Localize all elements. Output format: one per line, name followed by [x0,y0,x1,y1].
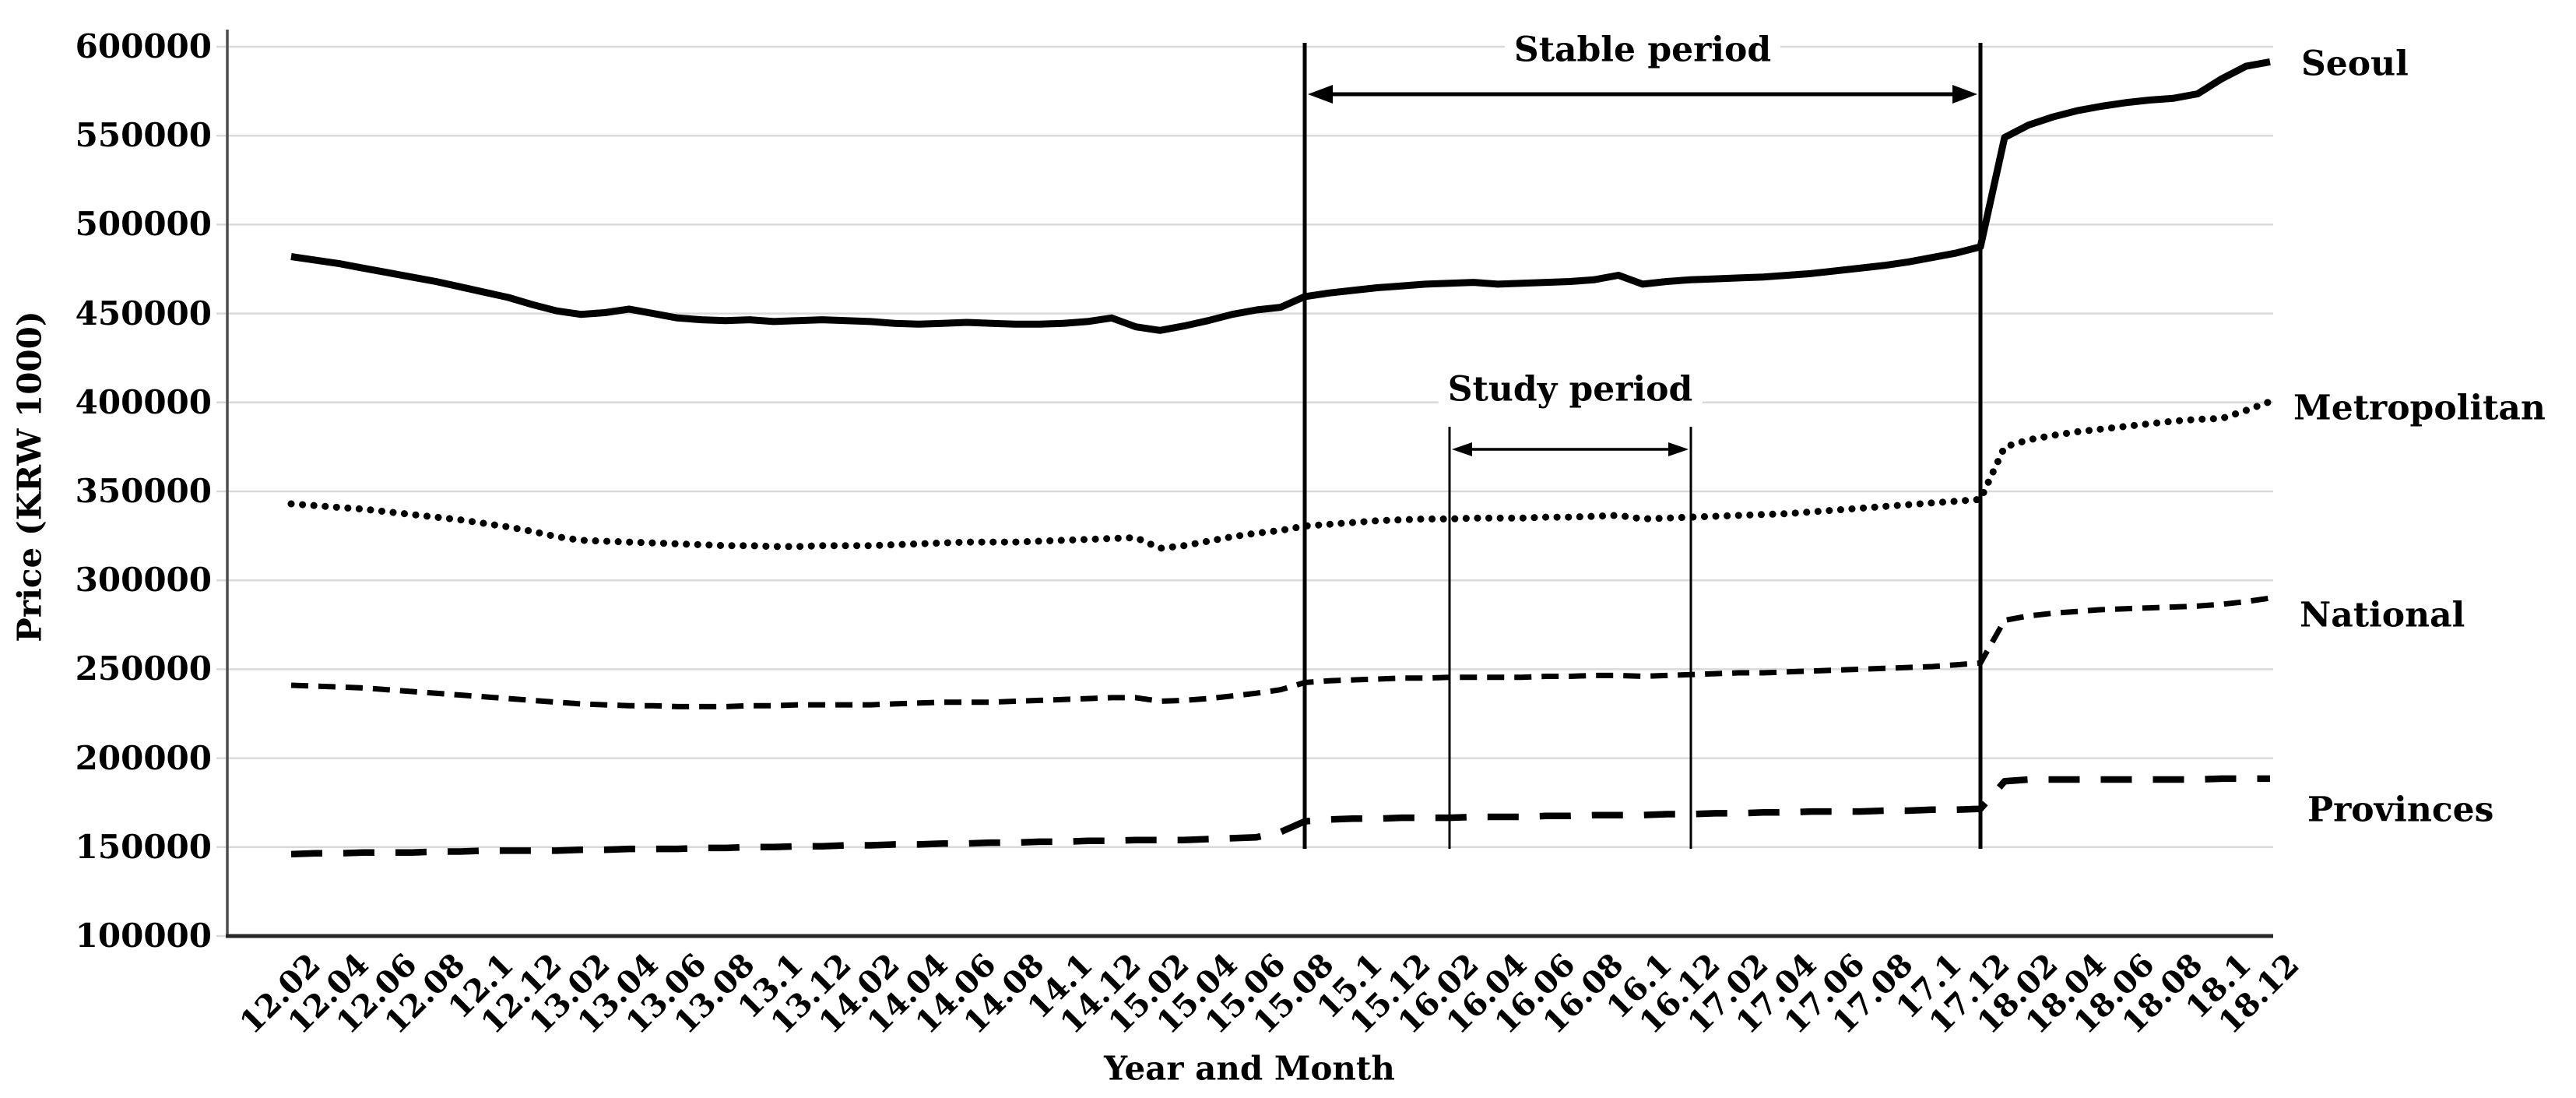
y-tick-label: 100000 [75,917,212,955]
x-axis-title: Year and Month [1104,1049,1395,1088]
y-tick-label: 350000 [75,472,212,510]
y-tick-label: 400000 [75,382,212,421]
series-line-national [290,595,2271,709]
stable-period-label: Stable period [1504,30,1781,70]
y-tick-label: 550000 [75,116,212,155]
y-tick-label: 200000 [75,738,212,777]
y-tick-label: 150000 [75,827,212,866]
study-period-arrow-left-arrowhead-icon [1452,442,1472,456]
study-period-label: Study period [1438,369,1703,410]
stable-period-arrow-left-arrowhead-icon [1308,85,1333,104]
y-tick-label: 450000 [75,294,212,333]
series-label-national: National [2300,595,2465,635]
study-period-arrow-right-arrowhead-icon [1668,442,1689,456]
series-label-seoul: Seoul [2301,44,2409,84]
series-label-metropolitan: Metropolitan [2293,388,2546,428]
series-line-seoul [290,58,2271,334]
stable-period-arrow-right-arrowhead-icon [1952,85,1977,104]
y-tick-label: 600000 [75,27,212,65]
y-axis-title: Price (KRW 1000) [10,311,49,642]
series-line-metropolitan [287,398,2274,552]
y-tick-label: 300000 [75,561,212,600]
series-line-provinces [290,775,2270,858]
y-tick-label: 500000 [75,205,212,244]
series-label-provinces: Provinces [2307,790,2494,830]
y-tick-label: 250000 [75,649,212,688]
